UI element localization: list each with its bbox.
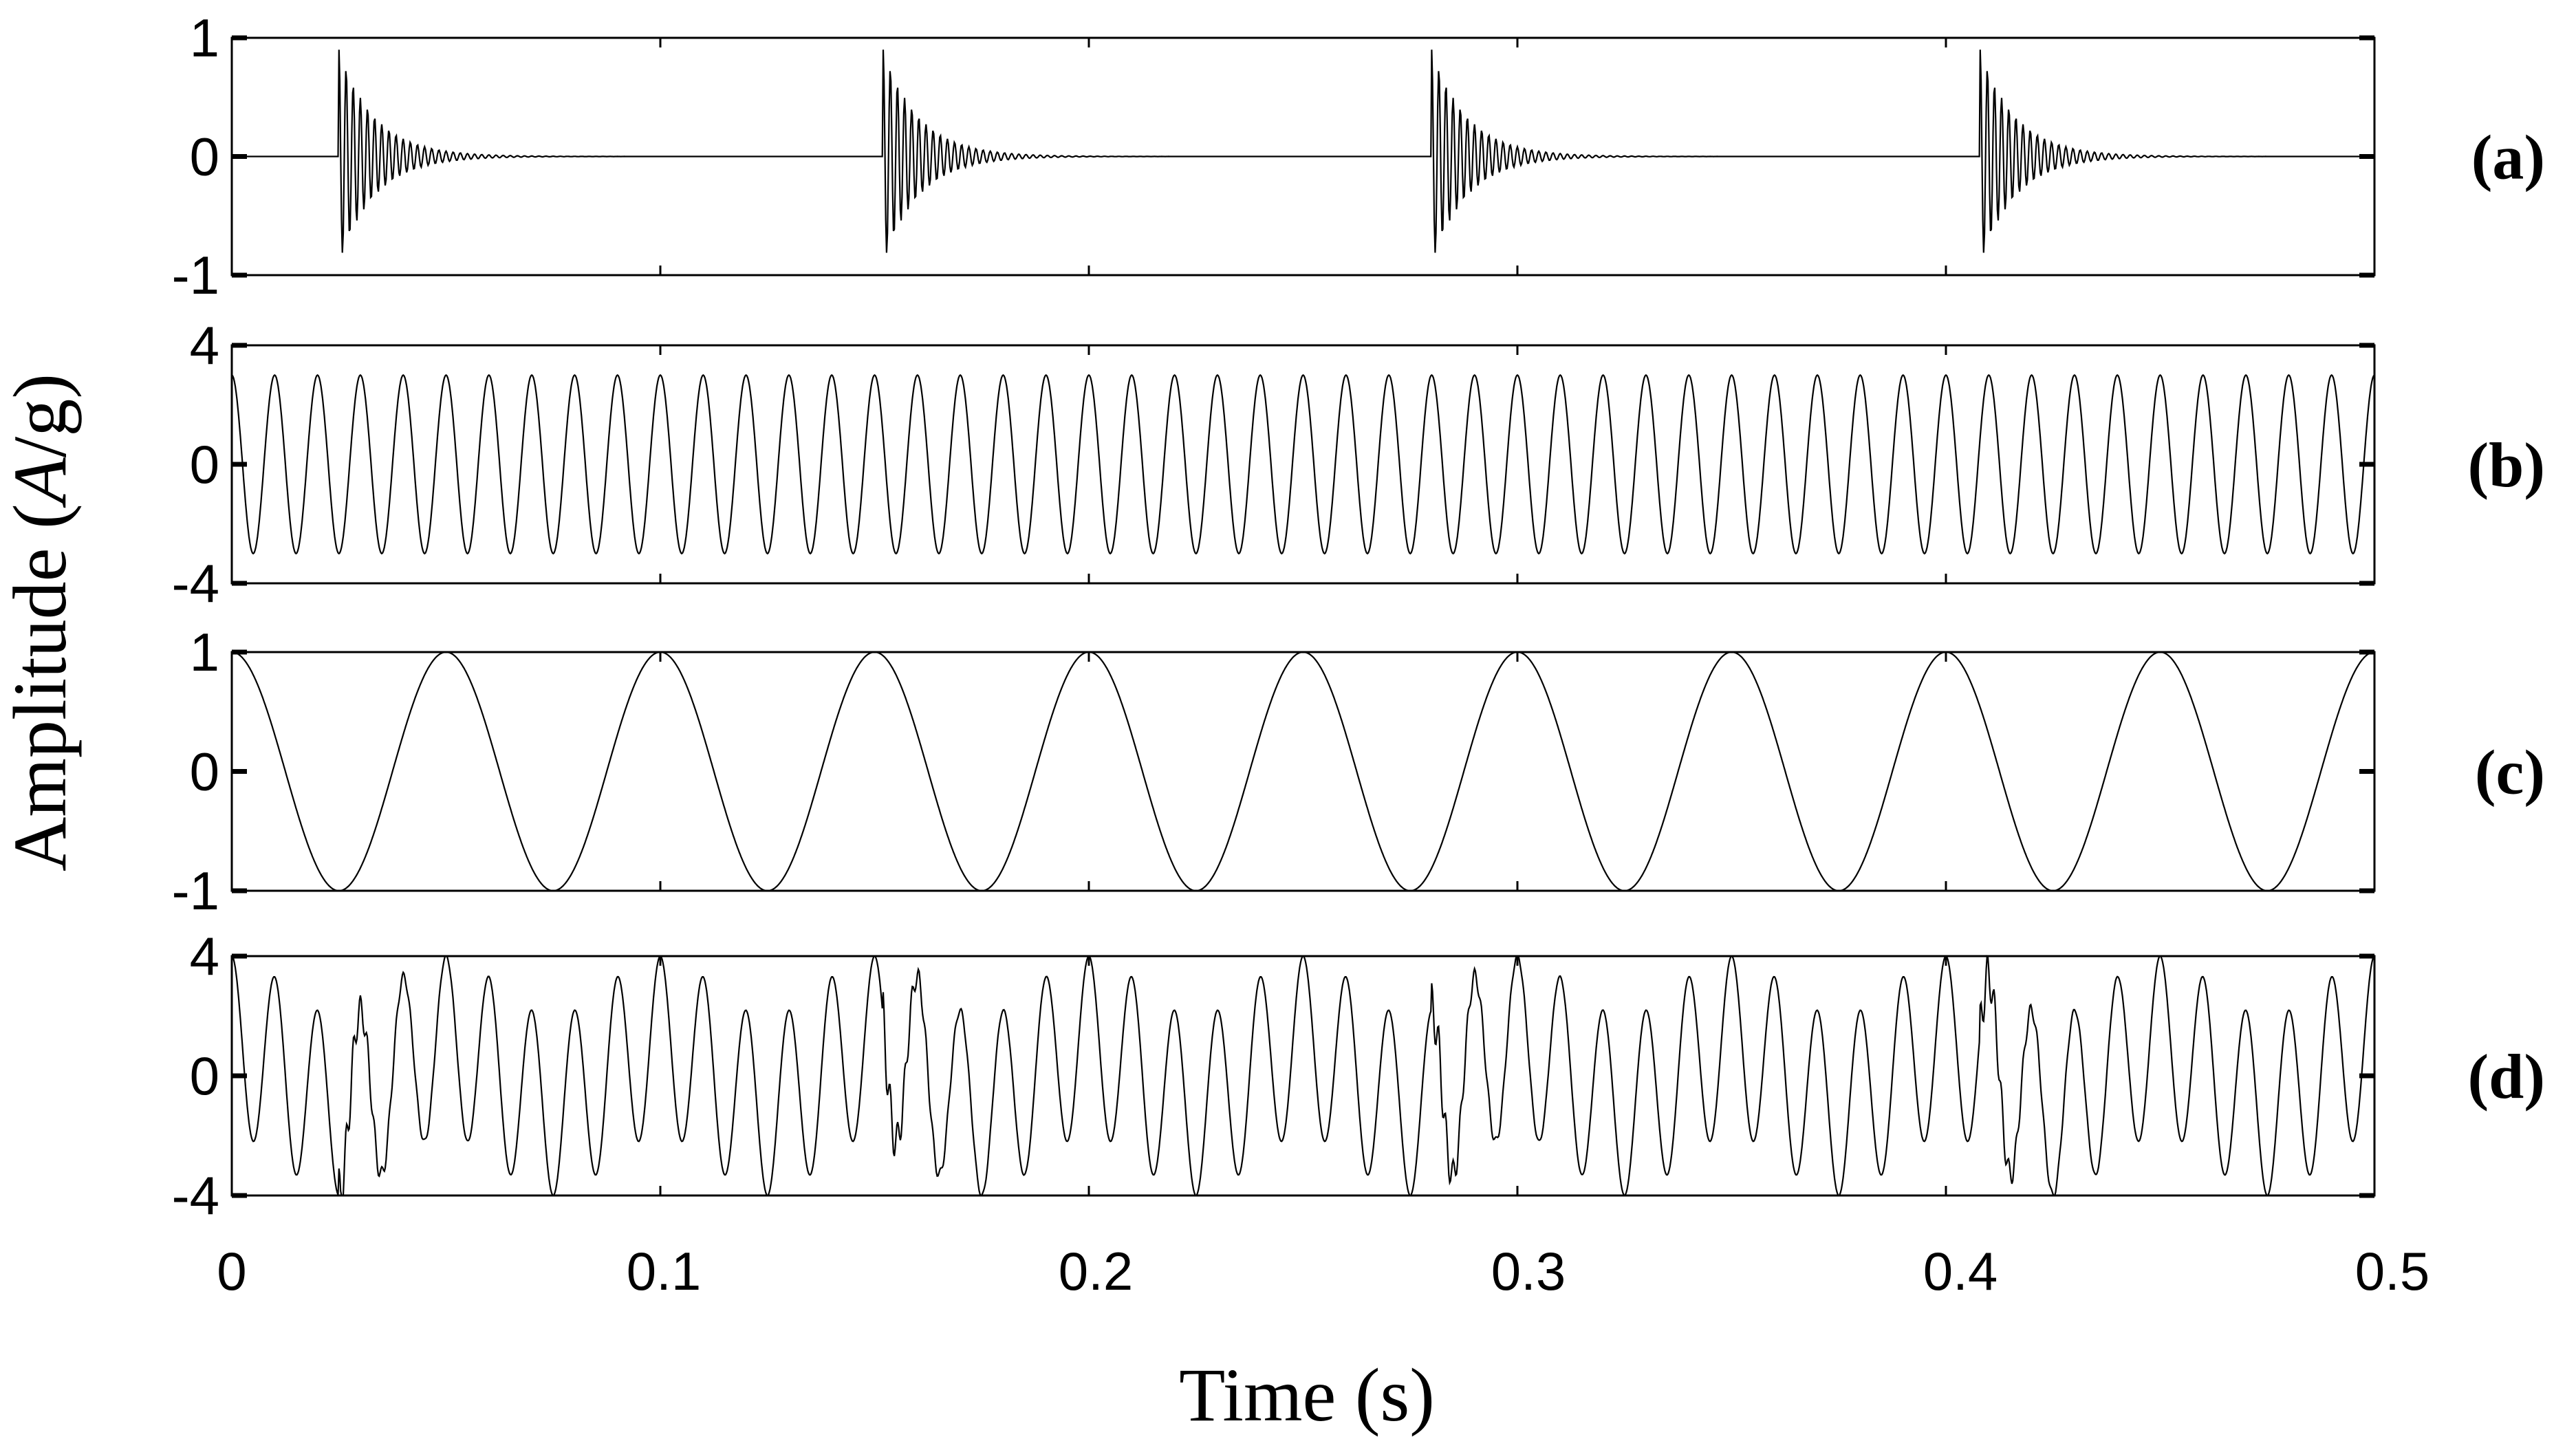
panel-c: 1 0 -1 (c): [172, 622, 2545, 921]
y-tick-label: -1: [172, 245, 219, 305]
axes-frame: [230, 651, 2376, 892]
panel-b: 4 0 -4 (b): [172, 315, 2545, 614]
panel-label: (d): [2468, 1041, 2545, 1112]
x-tick-label: 0.5: [2355, 1241, 2429, 1301]
y-tick-label: 0: [190, 1046, 219, 1106]
x-tick-label: 0.2: [1059, 1241, 1133, 1301]
y-axis-title-prefix: Amplitude (: [0, 504, 82, 872]
y-tick-label: 4: [190, 315, 219, 376]
panel-a: 1 0 -1 (a): [172, 8, 2545, 305]
y-tick-label: -4: [172, 1165, 219, 1226]
series-line: [231, 374, 2375, 555]
y-axis-title-symbol: A: [0, 457, 82, 508]
y-tick-label: 0: [190, 434, 219, 495]
panel-label: (c): [2475, 737, 2545, 808]
y-tick-label: 0: [190, 742, 219, 802]
series-line: [231, 954, 2375, 1197]
series-line: [232, 50, 2374, 253]
x-tick-label: 0: [217, 1241, 246, 1301]
x-tick-label: 0.3: [1491, 1241, 1566, 1301]
panel-d: 4 0 -4 (d): [172, 926, 2545, 1226]
x-axis-title: Time (s): [1179, 1353, 1435, 1437]
axes-frame: [230, 344, 2376, 585]
y-tick-label: -1: [172, 861, 219, 921]
y-axis-title: Amplitude (A/g): [0, 374, 82, 872]
axes-frame: [230, 955, 2376, 1197]
series-line: [231, 651, 2375, 892]
y-tick-label: -4: [172, 553, 219, 614]
y-tick-label: 0: [190, 127, 219, 187]
y-axis-title-suffix: /g): [0, 374, 82, 457]
x-tick-label: 0.4: [1923, 1241, 1998, 1301]
y-tick-label: 4: [190, 926, 219, 986]
panels-group: 1 0 -1 (a) 4 0 -4 (b) 1 0 -1 (c) 4 0 -4 (d): [172, 8, 2545, 1226]
x-tick-label: 0.1: [627, 1241, 701, 1301]
y-tick-label: 1: [190, 622, 219, 682]
y-tick-label: 1: [190, 8, 219, 68]
panel-label: (b): [2468, 430, 2545, 500]
panel-label: (a): [2471, 122, 2545, 193]
x-tick-labels: 0 0.1 0.2 0.3 0.4 0.5: [217, 1241, 2429, 1301]
